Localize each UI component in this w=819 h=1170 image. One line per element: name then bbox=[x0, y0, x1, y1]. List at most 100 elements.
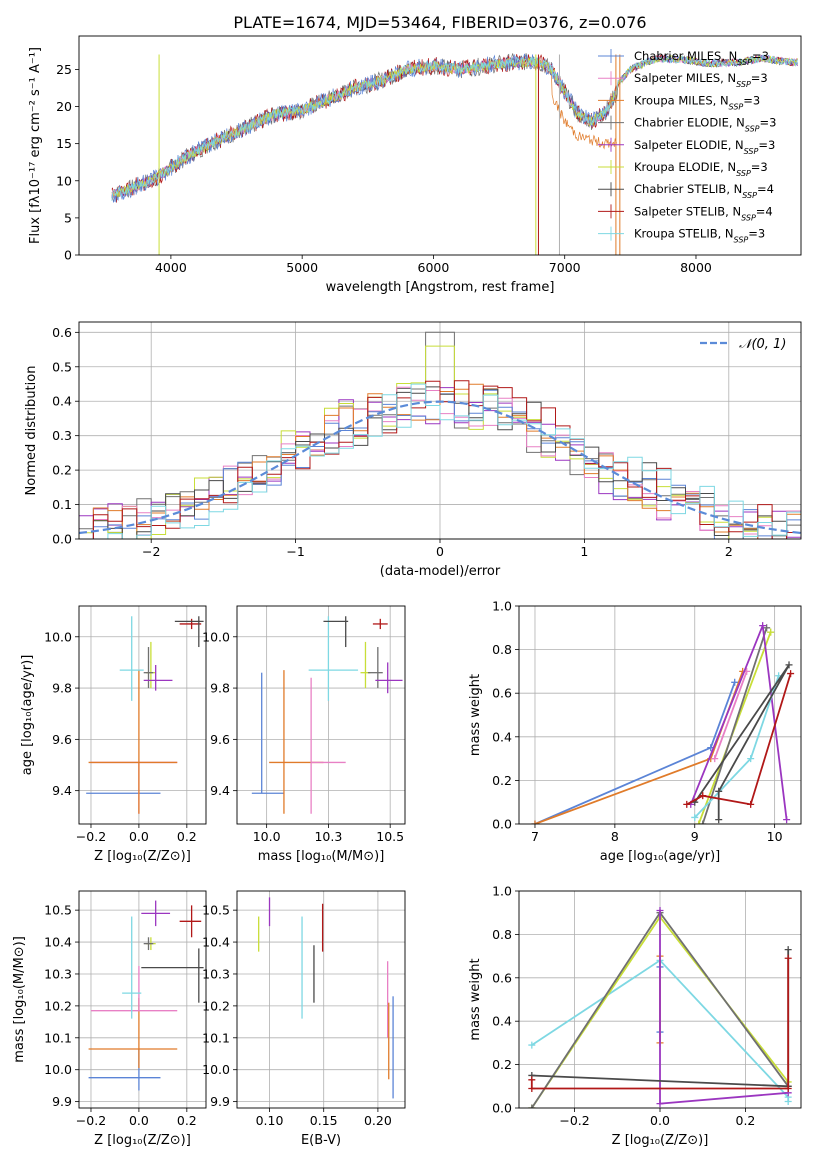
y-tick-label: 9.6 bbox=[52, 732, 72, 747]
y-tick-label: 10.3 bbox=[44, 966, 72, 981]
weight-line-salp_miles bbox=[713, 671, 748, 759]
legend-label-krou_stelib: Kroupa STELIB, NSSP=3 bbox=[634, 227, 765, 245]
y-tick-label: 0.2 bbox=[52, 463, 72, 478]
weight-marker-chab_elodie bbox=[528, 1104, 536, 1108]
y-tick-label: 10.4 bbox=[202, 935, 230, 950]
x-tick-label: 6000 bbox=[418, 260, 450, 275]
weight-marker-chab_stelib bbox=[715, 816, 723, 824]
weight-marker-krou_stelib bbox=[784, 1097, 792, 1105]
legend-gaussian-label: 𝒩(0, 1) bbox=[739, 337, 786, 352]
axes-age_vs_mass: 10.0 10.3 10.5 9.4 9.6 9.8 10.0 mass [log₁₀(M/M… bbox=[202, 605, 406, 864]
weight-marker-krou_elodie bbox=[767, 628, 775, 636]
y-tick-label: 9.6 bbox=[210, 732, 230, 747]
x-axis-label: Z [log₁₀(Z/Z⊙)] bbox=[94, 849, 191, 864]
x-tick-label: 0.2 bbox=[736, 1113, 756, 1128]
axes-frame bbox=[518, 605, 802, 825]
y-tick-label: 0.6 bbox=[52, 325, 72, 340]
weight-line-chab_stelib bbox=[694, 664, 790, 820]
y-tick-label: 0.0 bbox=[52, 532, 72, 547]
y-axis-label: Flux [fλ10⁻¹⁷ erg cm⁻² s⁻¹ A⁻¹] bbox=[28, 47, 43, 244]
spectrum-line-krou_stelib bbox=[111, 54, 798, 201]
plot-area-mass_vs_ebv bbox=[258, 897, 394, 1099]
x-tick-label: 0.10 bbox=[256, 1113, 284, 1128]
y-tick-label: 9.4 bbox=[52, 783, 72, 798]
x-tick-label: 10.5 bbox=[376, 829, 404, 844]
y-axis-label: mass weight bbox=[468, 958, 483, 1040]
axes-weight_vs_age: 7 8 9 10 0.0 0.2 0.4 0.6 0.8 1.0 age [log₁₀(age/yr… bbox=[468, 599, 802, 864]
x-axis-label: age [log₁₀(age/yr)] bbox=[600, 849, 721, 864]
x-axis-label: mass [log₁₀(M/M⊙)] bbox=[258, 849, 385, 864]
y-tick-label: 0.4 bbox=[492, 729, 512, 744]
weight-marker-krou_elodie bbox=[695, 820, 703, 824]
x-tick-label: 9 bbox=[691, 829, 699, 844]
y-axis-label: mass weight bbox=[468, 674, 483, 756]
x-tick-label: 0.0 bbox=[129, 829, 149, 844]
y-tick-label: 10.2 bbox=[44, 998, 72, 1013]
axes-residuals: −2 −1 0 1 2 0.0 0.1 0.2 0.3 0.4 0.5 0.6 (data-model)… bbox=[24, 321, 802, 579]
plot-area-age_vs_mass bbox=[251, 616, 403, 814]
legend-label-krou_miles: Kroupa MILES, NSSP=3 bbox=[634, 93, 760, 111]
y-tick-label: 10.1 bbox=[44, 1030, 72, 1045]
x-tick-label: 0 bbox=[436, 544, 444, 559]
y-tick-label: 0.6 bbox=[492, 686, 512, 701]
y-tick-label: 10.2 bbox=[202, 998, 230, 1013]
y-tick-label: 0.4 bbox=[492, 1014, 512, 1029]
x-tick-label: 4000 bbox=[155, 260, 187, 275]
axes-frame bbox=[78, 890, 207, 1109]
x-tick-label: 0.0 bbox=[129, 1113, 149, 1128]
axes-frame bbox=[236, 890, 406, 1109]
axes-mass_vs_Z: −0.2 0.0 0.2 9.9 10.0 10.1 10.2 10.3 10.4 10.5 Z [… bbox=[12, 890, 207, 1148]
x-tick-label: 10.0 bbox=[253, 829, 281, 844]
x-tick-label: 8 bbox=[611, 829, 619, 844]
x-tick-label: −0.2 bbox=[76, 1113, 106, 1128]
weight-marker-krou_stelib bbox=[747, 755, 755, 763]
y-tick-label: 0.2 bbox=[492, 773, 512, 788]
y-tick-label: 5 bbox=[64, 210, 72, 225]
y-tick-label: 10.0 bbox=[202, 1062, 230, 1077]
x-tick-label: 10.3 bbox=[314, 829, 342, 844]
y-tick-label: 0.0 bbox=[492, 1101, 512, 1116]
x-tick-label: −0.2 bbox=[76, 829, 106, 844]
x-tick-label: 7000 bbox=[549, 260, 581, 275]
y-axis-label: Normed distribution bbox=[24, 366, 39, 496]
axes-frame bbox=[78, 321, 802, 540]
weight-marker-chab_stelib bbox=[715, 787, 723, 795]
weight-marker-salp_elodie bbox=[783, 816, 791, 824]
x-tick-label: 8000 bbox=[680, 260, 712, 275]
legend-label-chab_elodie: Chabrier ELODIE, NSSP=3 bbox=[634, 116, 776, 134]
y-tick-label: 0 bbox=[64, 248, 72, 263]
weight-line-salp_elodie bbox=[689, 625, 788, 820]
weight-marker-salp_stelib bbox=[699, 792, 707, 800]
y-tick-label: 9.9 bbox=[52, 1094, 72, 1109]
gaussian-curve bbox=[79, 400, 801, 535]
spectrum-legend: Chabrier MILES, NSSP=3 Salpeter MILES, NS… bbox=[598, 49, 776, 244]
axes-frame bbox=[78, 605, 207, 825]
y-tick-label: 10.0 bbox=[44, 629, 72, 644]
x-axis-label: E(B-V) bbox=[301, 1133, 341, 1148]
y-tick-label: 10.3 bbox=[202, 966, 230, 981]
weight-marker-salp_elodie bbox=[656, 1100, 664, 1108]
x-tick-label: −0.2 bbox=[559, 1113, 589, 1128]
x-axis-label: Z [log₁₀(Z/Z⊙)] bbox=[612, 1133, 709, 1148]
weight-marker-salp_stelib bbox=[747, 800, 755, 808]
x-tick-label: 0.20 bbox=[364, 1113, 392, 1128]
weight-marker-krou_miles bbox=[531, 820, 539, 824]
x-axis-label: wavelength [Angstrom, rest frame] bbox=[326, 280, 555, 295]
x-tick-label: −2 bbox=[142, 544, 160, 559]
weight-marker-krou_stelib bbox=[528, 1041, 536, 1049]
weight-marker-salp_stelib bbox=[787, 670, 795, 678]
y-tick-label: 1.0 bbox=[492, 599, 512, 614]
y-tick-label: 0.2 bbox=[492, 1057, 512, 1072]
weight-marker-krou_stelib bbox=[691, 813, 699, 821]
plot-area-residuals bbox=[79, 331, 801, 539]
weight-line-chab_miles bbox=[534, 681, 736, 824]
x-axis-label: (data-model)/error bbox=[380, 564, 501, 579]
x-axis-label: Z [log₁₀(Z/Z⊙)] bbox=[94, 1133, 191, 1148]
x-tick-label: 0.2 bbox=[177, 1113, 197, 1128]
y-tick-label: 0.3 bbox=[52, 428, 72, 443]
y-tick-label: 1.0 bbox=[492, 884, 512, 899]
y-tick-label: 10.1 bbox=[202, 1030, 230, 1045]
weight-line-salp_stelib bbox=[686, 673, 792, 806]
y-tick-label: 15 bbox=[56, 136, 72, 151]
histogram-salp_stelib bbox=[79, 380, 801, 539]
